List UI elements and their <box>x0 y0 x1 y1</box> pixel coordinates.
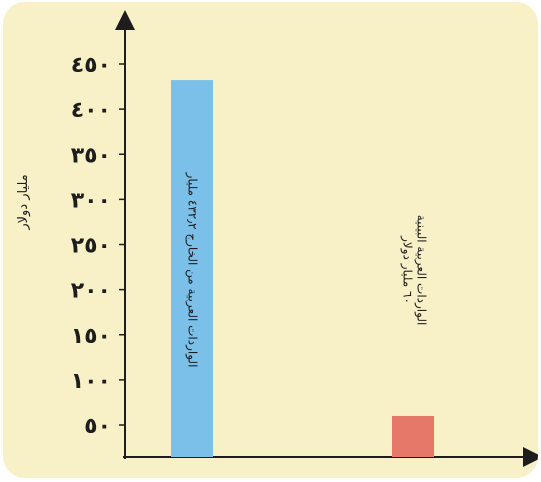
y-tick-label: ١٥٠ <box>71 324 111 349</box>
y-tick-label: ٥٠ <box>84 414 111 439</box>
bar-2-label: الواردات العربية البينية <box>414 215 429 326</box>
y-axis-label: مليار دولار <box>16 174 31 230</box>
bar-2 <box>392 415 434 457</box>
bar-chart: ٥٠ ١٠٠ ١٥٠ ٢٠٠ ٢٥٠ ٣٠٠ ٣٥٠ ٤٠٠ ٤٥٠ الواردات العر… <box>16 10 538 467</box>
bar-2-label: ٦٠ مليار دولار <box>400 235 415 304</box>
y-tick-label: ٢٥٠ <box>71 234 111 259</box>
y-tick-label: ٤٥٠ <box>71 53 111 78</box>
y-tick-label: ٣٠٠ <box>71 188 111 213</box>
bar-1-label: الواردات العربية من الخارج ٤٣٢٫٢ مليار <box>185 172 200 368</box>
y-tick-label: ٣٥٠ <box>71 143 111 168</box>
y-tick-label: ٢٠٠ <box>71 279 111 304</box>
y-tick-label: ٤٠٠ <box>71 98 111 123</box>
chart-card: ٥٠ ١٠٠ ١٥٠ ٢٠٠ ٢٥٠ ٣٠٠ ٣٥٠ ٤٠٠ ٤٥٠ الواردات العر… <box>3 2 538 478</box>
y-tick-label: ١٠٠ <box>71 369 111 394</box>
bar-1 <box>171 80 213 457</box>
